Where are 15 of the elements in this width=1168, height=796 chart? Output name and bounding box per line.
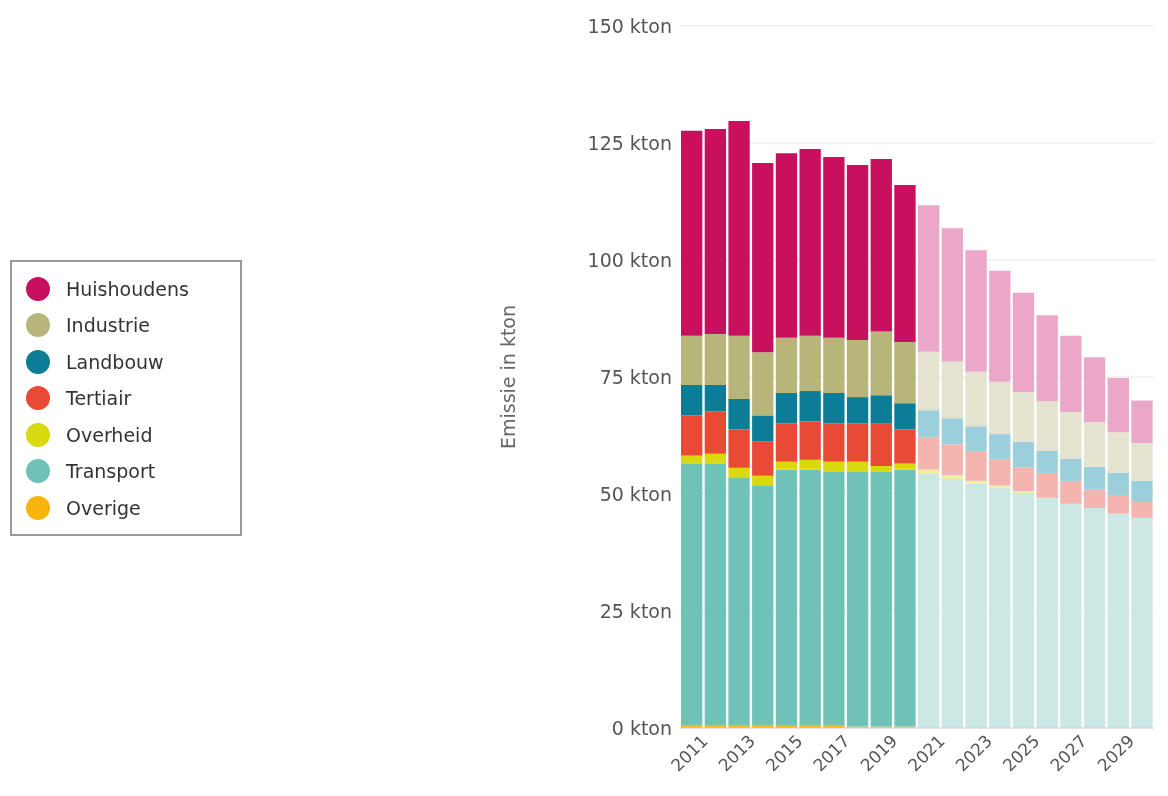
legend-label: Transport: [66, 460, 156, 482]
legend-label: Tertiair: [66, 387, 132, 409]
legend-label: Overheid: [66, 423, 153, 446]
y-tick-label: 125 kton: [587, 131, 672, 154]
y-tick-label: 75 kton: [599, 365, 672, 388]
y-tick-label: 100 kton: [587, 248, 672, 271]
y-axis-title: Emissie in kton: [496, 304, 519, 450]
legend-label: Huishoudens: [66, 277, 189, 300]
y-tick-label: 150 kton: [587, 14, 672, 37]
y-tick-label: 25 kton: [599, 599, 672, 622]
legend-label: Overige: [66, 496, 141, 519]
legend-label: Landbouw: [66, 350, 164, 373]
y-tick-label: 50 kton: [599, 482, 672, 505]
y-tick-label: 0 kton: [611, 716, 672, 739]
legend-label: Industrie: [66, 314, 150, 336]
